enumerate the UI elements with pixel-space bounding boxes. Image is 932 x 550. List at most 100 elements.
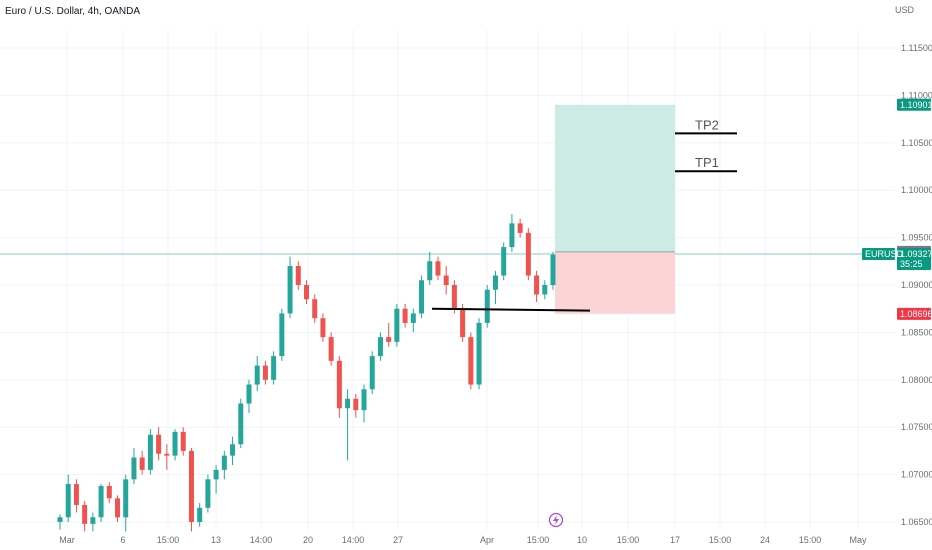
candle-body[interactable]: [295, 266, 301, 285]
candle-body[interactable]: [492, 275, 498, 290]
currency-label: USD: [894, 5, 914, 15]
y-tick-label: 1.06500: [901, 517, 932, 527]
x-tick-label: 20: [303, 535, 313, 545]
y-tick-label: 1.10000: [901, 185, 932, 195]
candle-body[interactable]: [147, 434, 153, 470]
candle-body[interactable]: [156, 434, 162, 454]
x-tick-label: 10: [577, 535, 587, 545]
candle-body[interactable]: [484, 289, 490, 323]
candle-body[interactable]: [271, 356, 277, 380]
y-tick-label: 1.07000: [901, 470, 932, 480]
candle-body[interactable]: [213, 469, 219, 480]
candle-body[interactable]: [123, 479, 129, 518]
candle-body[interactable]: [542, 285, 548, 295]
candle-body[interactable]: [509, 223, 515, 248]
candle-body[interactable]: [164, 453, 170, 456]
chart-title: Euro / U.S. Dollar, 4h, OANDA: [5, 6, 141, 17]
target-label: TP1: [695, 155, 719, 170]
candle-body[interactable]: [501, 247, 507, 276]
y-tick-label: 1.11500: [901, 43, 932, 53]
candle-body[interactable]: [451, 285, 457, 309]
candle-body[interactable]: [139, 457, 145, 470]
target-label: TP2: [695, 117, 719, 132]
symbol-tag-bg: [862, 248, 895, 261]
profit-zone[interactable]: [555, 104, 675, 252]
candle-body[interactable]: [131, 457, 137, 480]
candle-body[interactable]: [246, 384, 252, 404]
x-tick-label: 15:00: [157, 535, 180, 545]
candle-body[interactable]: [65, 484, 71, 518]
candle-body[interactable]: [460, 308, 466, 338]
candle-body[interactable]: [410, 313, 416, 323]
x-tick-label: 14:00: [250, 535, 273, 545]
y-tick-label: 1.09000: [901, 280, 932, 290]
candle-body[interactable]: [402, 308, 408, 323]
candle-body[interactable]: [377, 337, 383, 357]
take-profit-tag-bg: [897, 98, 931, 111]
candle-body[interactable]: [238, 403, 244, 445]
candle-body[interactable]: [427, 261, 433, 281]
candle-body[interactable]: [230, 444, 236, 456]
x-tick-label: 17: [670, 535, 680, 545]
candle-body[interactable]: [287, 266, 293, 314]
candle-body[interactable]: [57, 517, 63, 522]
candle-body[interactable]: [525, 232, 531, 276]
candle-body[interactable]: [279, 313, 285, 357]
x-tick-label: 15:00: [799, 535, 822, 545]
candle-body[interactable]: [205, 479, 211, 508]
candle-body[interactable]: [336, 360, 342, 409]
candle-body[interactable]: [435, 261, 441, 276]
candle-body[interactable]: [82, 504, 88, 524]
loss-zone[interactable]: [555, 251, 675, 314]
candle-body[interactable]: [345, 398, 351, 409]
candle-body[interactable]: [320, 318, 326, 338]
candle-body[interactable]: [419, 280, 425, 314]
price-axis: 1.11500 1.11000 1.10500 1.10000 1.09500 1.090…: [901, 43, 932, 527]
y-tick-label: 1.11000: [901, 90, 932, 100]
candle-body[interactable]: [254, 365, 260, 385]
stop-loss-tag-bg: [897, 307, 931, 320]
candle-body[interactable]: [221, 455, 227, 470]
y-tick-label: 1.08000: [901, 375, 932, 385]
candle-body[interactable]: [197, 507, 203, 522]
candle-body[interactable]: [304, 285, 309, 300]
y-tick-label: 1.07500: [901, 422, 932, 432]
x-tick-label: Apr: [480, 535, 494, 545]
candle-body[interactable]: [328, 337, 334, 361]
candle-body[interactable]: [443, 275, 449, 285]
candle-body[interactable]: [90, 517, 96, 524]
candle-body[interactable]: [262, 365, 268, 380]
candle-body[interactable]: [517, 223, 523, 233]
candle-body[interactable]: [188, 450, 194, 522]
x-tick-label: May: [849, 535, 867, 545]
candle-body[interactable]: [312, 299, 318, 319]
candle-body[interactable]: [106, 485, 112, 499]
candle-body[interactable]: [180, 431, 186, 451]
x-tick-label: Mar: [59, 535, 75, 545]
candle-body[interactable]: [394, 308, 400, 342]
candle-body[interactable]: [172, 431, 178, 456]
candle-body[interactable]: [534, 275, 540, 295]
x-tick-label: 6: [120, 535, 125, 545]
x-tick-label: 15:00: [527, 535, 550, 545]
current-price-tag-bg: [897, 248, 931, 271]
x-tick-label: 15:00: [617, 535, 640, 545]
x-tick-label: 14:00: [342, 535, 365, 545]
candle-body[interactable]: [386, 337, 392, 342]
candles: [57, 213, 556, 532]
current-price-tag: 1.09327: [900, 249, 932, 259]
candle-body[interactable]: [73, 484, 79, 505]
support-line[interactable]: [431, 307, 591, 312]
x-tick-label: 24: [760, 535, 770, 545]
candle-body[interactable]: [550, 254, 556, 285]
candle-body[interactable]: [369, 356, 375, 390]
candle-body[interactable]: [115, 498, 121, 518]
candle-body[interactable]: [476, 322, 482, 385]
candle-body[interactable]: [361, 389, 367, 411]
candle-body[interactable]: [353, 398, 359, 411]
lightning-icon[interactable]: [548, 512, 564, 528]
candle-body[interactable]: [98, 485, 104, 518]
candle-body[interactable]: [468, 337, 474, 385]
